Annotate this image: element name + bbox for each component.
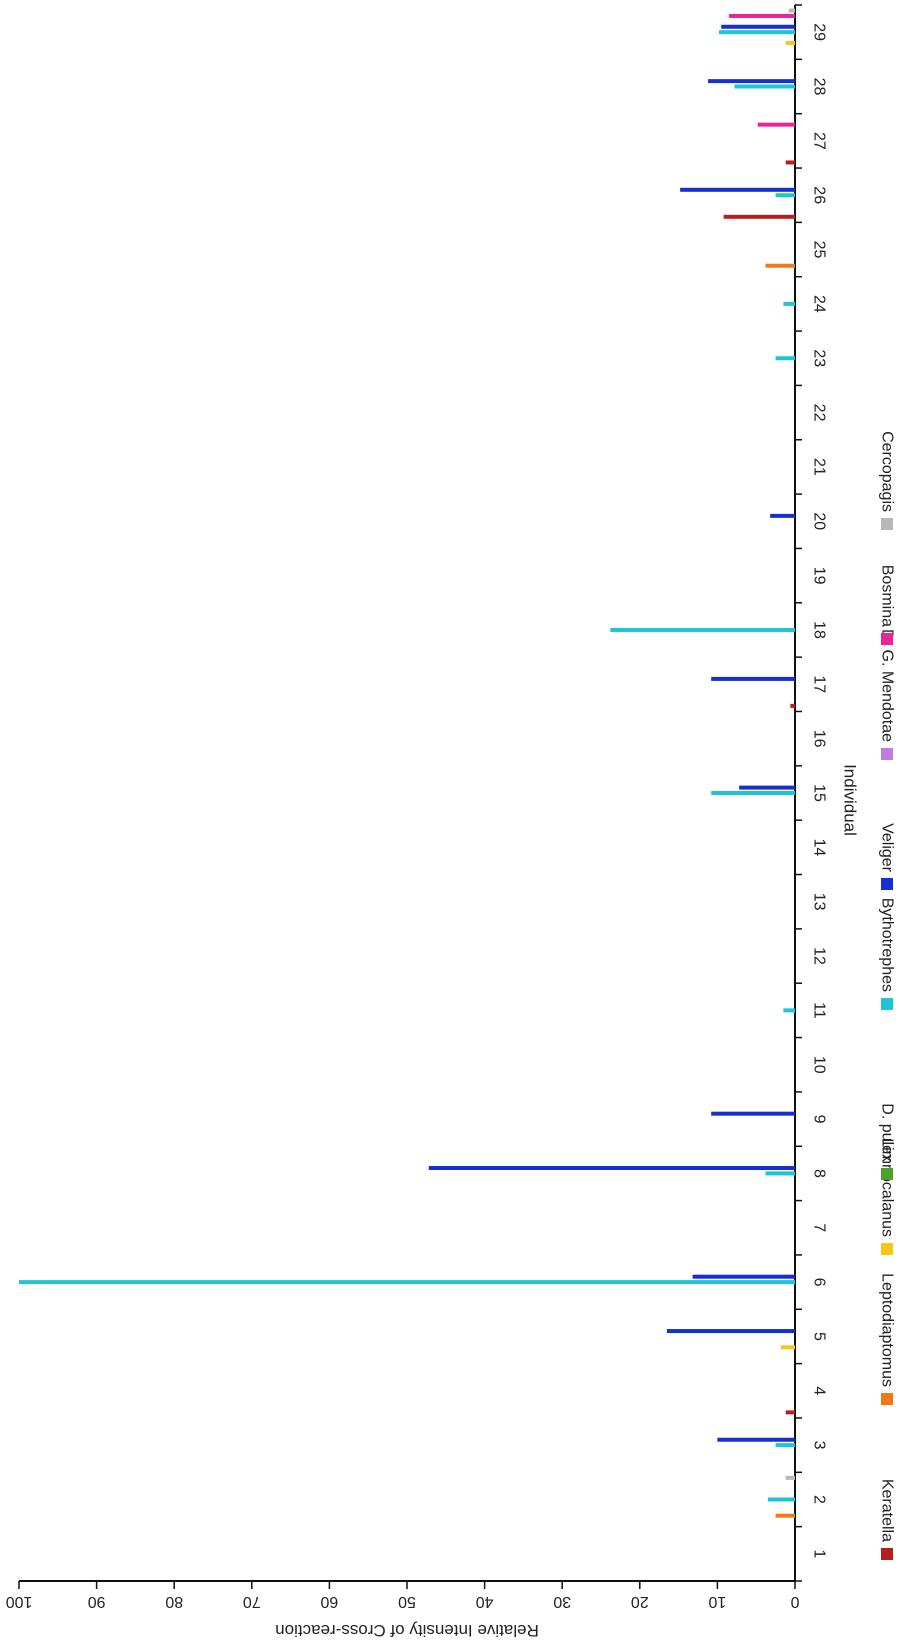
- legend-swatch: [881, 1168, 893, 1180]
- bar: [711, 791, 795, 795]
- y-axis-title: Relative Intensity of Cross-reaction: [275, 1621, 539, 1639]
- category-tick-label: 27: [811, 132, 828, 150]
- bar: [783, 301, 795, 306]
- plot-group: 0102030405060708090100123456789101112131…: [6, 4, 828, 1610]
- bar: [785, 1475, 795, 1480]
- category-tick-label: 1: [811, 1549, 828, 1558]
- category-tick-label: 4: [811, 1386, 828, 1395]
- bar: [666, 1329, 795, 1334]
- legend-label: Bythotrephes: [879, 898, 896, 992]
- category-tick-label: 29: [811, 23, 828, 41]
- bar: [711, 676, 795, 681]
- category-tick-label: 17: [811, 675, 828, 693]
- bar: [721, 24, 795, 29]
- bar: [711, 1111, 795, 1116]
- bar: [708, 79, 795, 84]
- category-tick-label: 23: [811, 349, 828, 367]
- category-tick-label: 6: [811, 1278, 828, 1287]
- category-tick-label: 13: [811, 893, 828, 911]
- category-tick-label: 11: [811, 1002, 828, 1019]
- bar: [739, 785, 795, 790]
- bar: [610, 627, 795, 632]
- bar: [785, 160, 795, 165]
- legend-swatch: [881, 518, 893, 530]
- value-tick-label: 20: [631, 1593, 649, 1610]
- category-tick-label: 12: [811, 947, 828, 965]
- value-tick-label: 10: [708, 1593, 726, 1610]
- category-tick-label: 26: [811, 186, 828, 204]
- category-tick-label: 16: [811, 730, 828, 748]
- category-tick-label: 20: [811, 512, 828, 530]
- category-tick-label: 28: [811, 78, 828, 96]
- value-tick-label: 70: [243, 1593, 261, 1610]
- value-tick-label: 90: [88, 1593, 106, 1610]
- x-axis-title: Individual: [841, 764, 860, 836]
- bar: [765, 263, 795, 268]
- value-tick-label: 30: [553, 1593, 571, 1610]
- category-tick-label: 9: [811, 1115, 828, 1124]
- category-tick-label: 5: [811, 1332, 828, 1341]
- category-tick-label: 25: [811, 241, 828, 259]
- legend-swatch: [881, 1243, 893, 1255]
- bar: [785, 1410, 795, 1415]
- category-tick-label: 22: [811, 404, 828, 422]
- bar: [775, 193, 795, 198]
- legend-label: Limnocalanus: [879, 1138, 896, 1237]
- bar: [788, 8, 795, 13]
- bar: [19, 1280, 795, 1285]
- bar: [428, 1166, 795, 1171]
- category-tick-label: 3: [811, 1441, 828, 1450]
- category-tick-label: 8: [811, 1169, 828, 1178]
- bar: [680, 187, 795, 192]
- category-tick-label: 21: [811, 458, 828, 476]
- legend-swatch: [881, 1548, 893, 1560]
- bar: [729, 13, 795, 18]
- legend-label: Keratella: [879, 1479, 896, 1542]
- category-tick-label: 18: [811, 621, 828, 639]
- bar: [717, 1437, 795, 1442]
- bar: [692, 1274, 795, 1279]
- bar: [775, 1443, 795, 1448]
- value-tick-label: 0: [790, 1593, 799, 1610]
- legend-label: Bosmina: [879, 565, 896, 627]
- bar: [785, 40, 795, 45]
- value-tick-label: 60: [320, 1593, 338, 1610]
- bar: [775, 356, 795, 361]
- bar: [783, 1008, 795, 1013]
- category-tick-label: 15: [811, 784, 828, 802]
- category-tick-label: 19: [811, 567, 828, 585]
- value-tick-label: 80: [165, 1593, 183, 1610]
- bar: [767, 1497, 795, 1502]
- legend-label: D. G. Mendotae: [879, 629, 896, 742]
- category-tick-label: 10: [811, 1056, 828, 1074]
- legend-swatch: [881, 748, 893, 760]
- legend-swatch: [881, 878, 893, 890]
- legend-label: Leptodiaptomus: [879, 1273, 896, 1387]
- bar: [781, 1345, 795, 1350]
- value-tick-label: 50: [398, 1593, 416, 1610]
- bar: [718, 30, 795, 35]
- bar: [723, 214, 795, 219]
- legend-label: Veliger: [879, 823, 896, 873]
- bar: [757, 122, 795, 127]
- value-tick-label: 40: [476, 1593, 494, 1610]
- legend-swatch: [881, 633, 893, 645]
- legend-label: Cercopagis: [879, 431, 896, 512]
- value-tick-label: 100: [6, 1593, 33, 1610]
- bar: [775, 1513, 795, 1518]
- category-tick-label: 2: [811, 1495, 828, 1504]
- category-tick-label: 24: [811, 295, 828, 313]
- bar: [765, 1171, 795, 1176]
- bar: [790, 703, 795, 708]
- bar: [770, 513, 795, 518]
- bar: [734, 84, 795, 89]
- legend-label: D. pulex: [879, 1103, 896, 1162]
- legend-swatch: [881, 1393, 893, 1405]
- legend-swatch: [881, 998, 893, 1010]
- category-tick-label: 7: [811, 1223, 828, 1232]
- category-tick-label: 14: [811, 838, 828, 856]
